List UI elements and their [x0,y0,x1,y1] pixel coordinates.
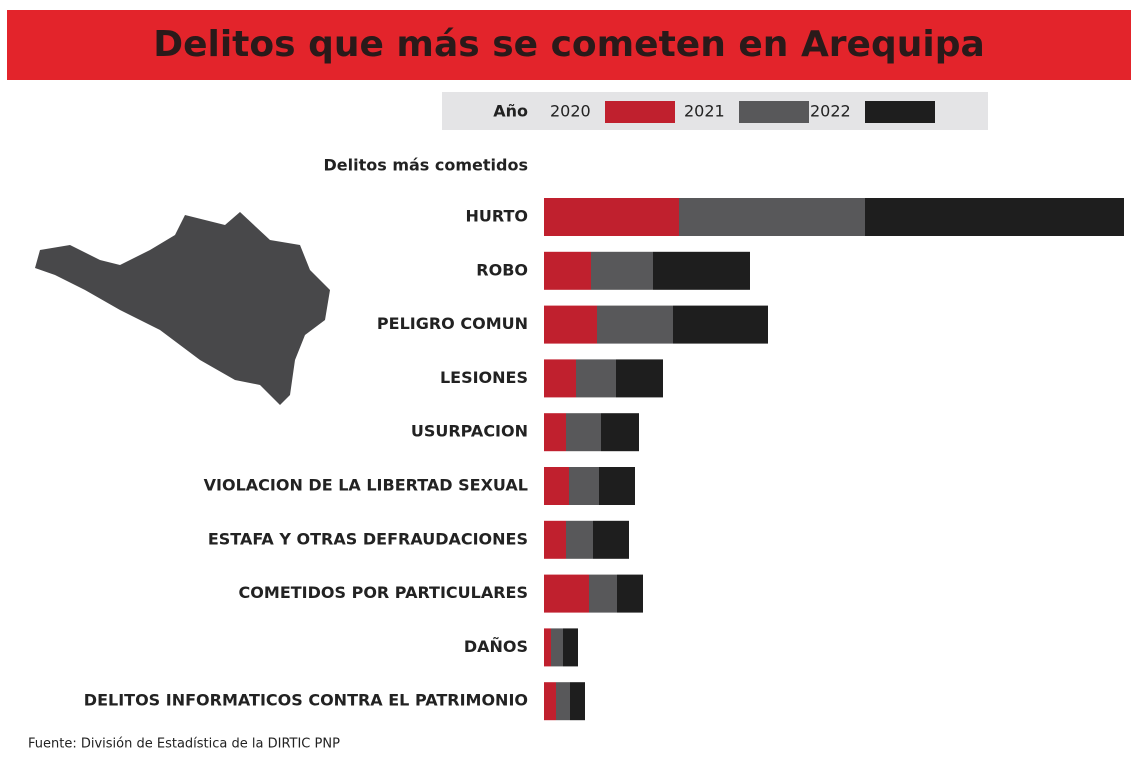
bar-segment [576,359,616,397]
bar-segment [570,682,585,720]
bar-segment [556,682,570,720]
bar-segment [563,628,578,666]
category-label: LESIONES [440,368,528,387]
legend-swatch [739,101,809,123]
bar-segment [593,521,629,559]
source-note: Fuente: División de Estadística de la DI… [28,737,340,752]
bar-segment [679,198,865,236]
category-label: DAÑOS [464,637,528,656]
bar-segment [597,306,673,344]
y-axis-label: Delitos más cometidos [324,156,529,175]
category-label: USURPACION [411,422,528,441]
legend-label: 2022 [810,102,851,121]
bar-segment [601,413,639,451]
bar-segment [865,198,1124,236]
bar-segment [544,628,551,666]
bar-segment [673,306,768,344]
bar-segment [616,359,663,397]
category-label: PELIGRO COMUN [377,314,528,333]
category-label: DELITOS INFORMATICOS CONTRA EL PATRIMONI… [84,691,528,710]
bar-segment [544,467,569,505]
bar-segment [544,521,566,559]
bar-segment [653,252,750,290]
bar-segment [544,682,556,720]
bar-segment [544,413,566,451]
bar-segment [544,359,576,397]
bar-segment [544,306,597,344]
legend-swatch [605,101,675,123]
bar-segment [569,467,599,505]
bar-segment [566,413,601,451]
chart-title: Delitos que más se cometen en Arequipa [153,24,985,65]
bar-segment [544,575,589,613]
legend-label: 2021 [684,102,725,121]
bar-segment [544,252,591,290]
region-map [35,212,330,405]
category-label: COMETIDOS POR PARTICULARES [239,583,528,602]
legend-title: Año [493,102,528,121]
legend-swatch [865,101,935,123]
bar-segment [551,628,563,666]
category-label: VIOLACION DE LA LIBERTAD SEXUAL [204,476,528,495]
bar-segment [599,467,635,505]
bar-segment [591,252,653,290]
bar-segment [589,575,617,613]
bar-segment [566,521,593,559]
bar-segment [617,575,643,613]
legend-label: 2020 [550,102,591,121]
bar-segment [544,198,679,236]
category-label: ROBO [476,260,528,279]
category-label: HURTO [466,207,529,226]
category-label: ESTAFA Y OTRAS DEFRAUDACIONES [208,529,528,548]
chart: Delitos que más se cometen en Arequipa A… [0,0,1131,782]
